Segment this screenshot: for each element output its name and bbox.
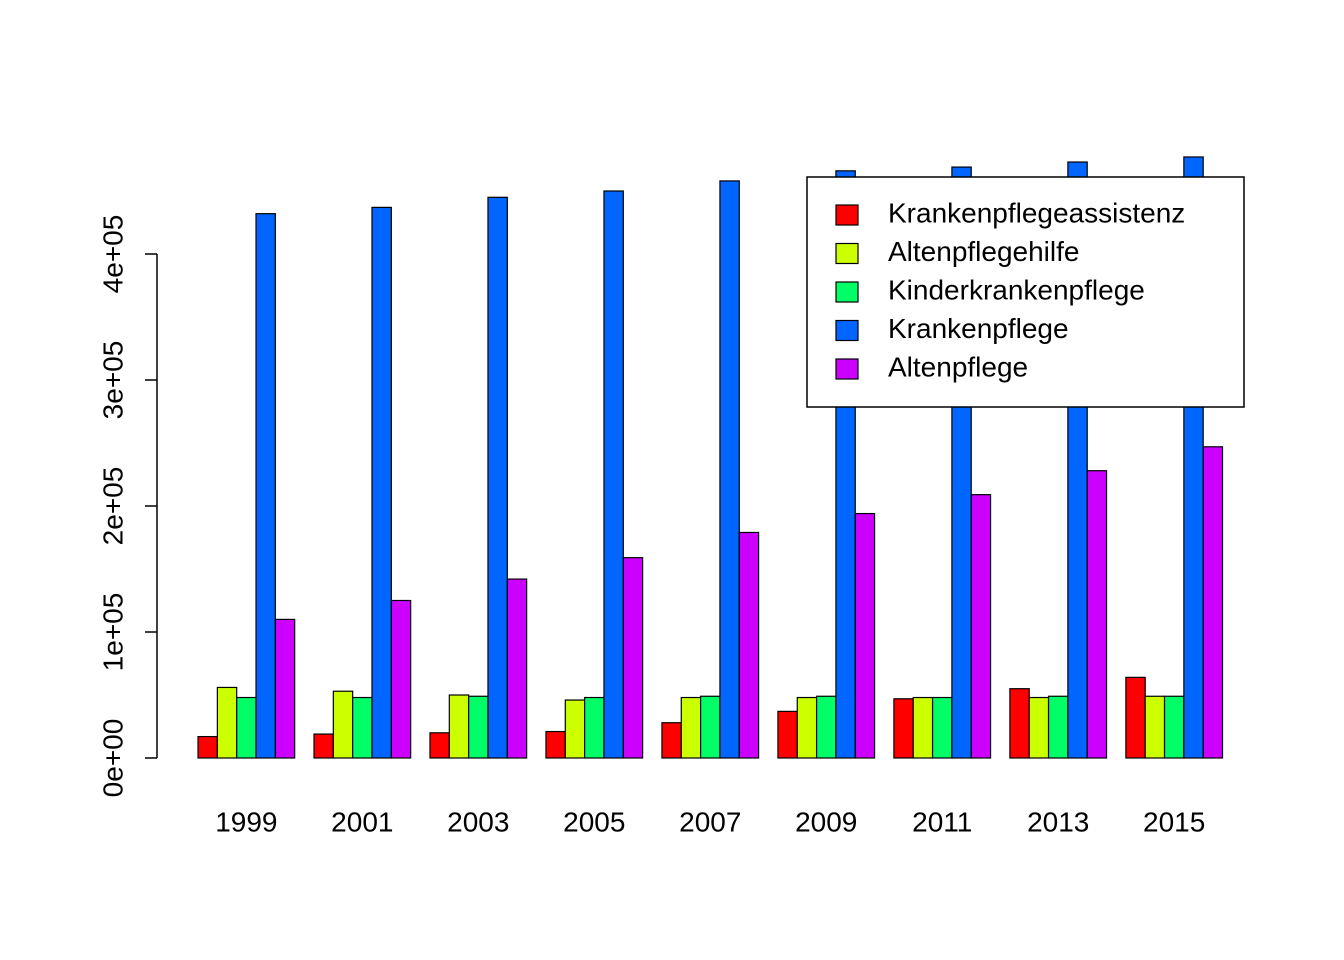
y-tick-label: 3e+05 — [97, 341, 128, 420]
bar — [970, 494, 992, 759]
bar — [313, 733, 334, 759]
bar — [197, 735, 218, 759]
legend-swatch — [835, 319, 859, 342]
bar — [680, 696, 702, 759]
bar — [545, 730, 566, 759]
x-tick-label: 1999 — [215, 806, 277, 837]
y-tick-label: 4e+05 — [97, 215, 128, 294]
bar — [1125, 676, 1146, 759]
bar — [429, 732, 450, 759]
bar — [448, 694, 470, 759]
x-tick-label: 2009 — [795, 806, 857, 837]
bar — [661, 722, 682, 759]
bar — [719, 180, 740, 759]
bar — [468, 695, 489, 759]
legend-swatch — [835, 358, 859, 380]
legend-swatch — [835, 204, 859, 226]
bar — [893, 698, 914, 759]
bar — [622, 557, 644, 759]
bar — [1047, 695, 1069, 759]
bar — [1202, 446, 1224, 759]
bar — [738, 531, 760, 759]
bar — [815, 695, 837, 759]
bar — [1086, 470, 1108, 759]
bar — [255, 213, 276, 759]
legend: Krankenpflegeassistenz Altenpflegehilfe Ki… — [806, 176, 1245, 408]
bar — [1009, 688, 1030, 759]
legend-box — [806, 176, 1245, 408]
bar — [352, 696, 373, 759]
x-tick-label: 2003 — [447, 806, 509, 837]
legend-label: Altenpflegehilfe — [888, 236, 1079, 267]
legend-swatch — [835, 242, 859, 265]
legend-label: Altenpflege — [888, 351, 1028, 382]
x-tick-label: 2013 — [1027, 806, 1089, 837]
bar — [371, 206, 392, 759]
bar — [216, 686, 238, 759]
x-tick-label: 2001 — [331, 806, 393, 837]
bar — [700, 695, 721, 759]
bar — [931, 696, 953, 759]
bar — [777, 710, 798, 759]
bar — [912, 696, 934, 759]
bar — [854, 512, 876, 759]
legend-label: Krankenpflege — [888, 313, 1069, 344]
bar — [584, 696, 605, 759]
bar — [236, 696, 257, 759]
bar — [1163, 695, 1185, 759]
legend-label: Kinderkrankenpflege — [888, 274, 1145, 305]
bar — [332, 690, 354, 759]
bar — [1028, 696, 1050, 759]
legend-swatch — [835, 281, 859, 303]
legend-label: Krankenpflegeassistenz — [888, 197, 1185, 228]
bar — [390, 599, 412, 759]
y-tick-label: 1e+05 — [97, 593, 128, 672]
bar — [506, 578, 528, 759]
bar — [603, 190, 624, 759]
x-tick-label: 2011 — [912, 806, 972, 837]
bar — [796, 696, 818, 759]
x-tick-label: 2015 — [1143, 806, 1205, 837]
y-tick-label: 0e+00 — [97, 719, 128, 798]
x-tick-label: 2007 — [679, 806, 741, 837]
bar — [1144, 695, 1166, 759]
x-tick-label: 2005 — [563, 806, 625, 837]
bar — [274, 618, 296, 759]
bar — [564, 699, 586, 759]
bar — [487, 196, 508, 759]
y-tick-label: 2e+05 — [97, 467, 128, 546]
